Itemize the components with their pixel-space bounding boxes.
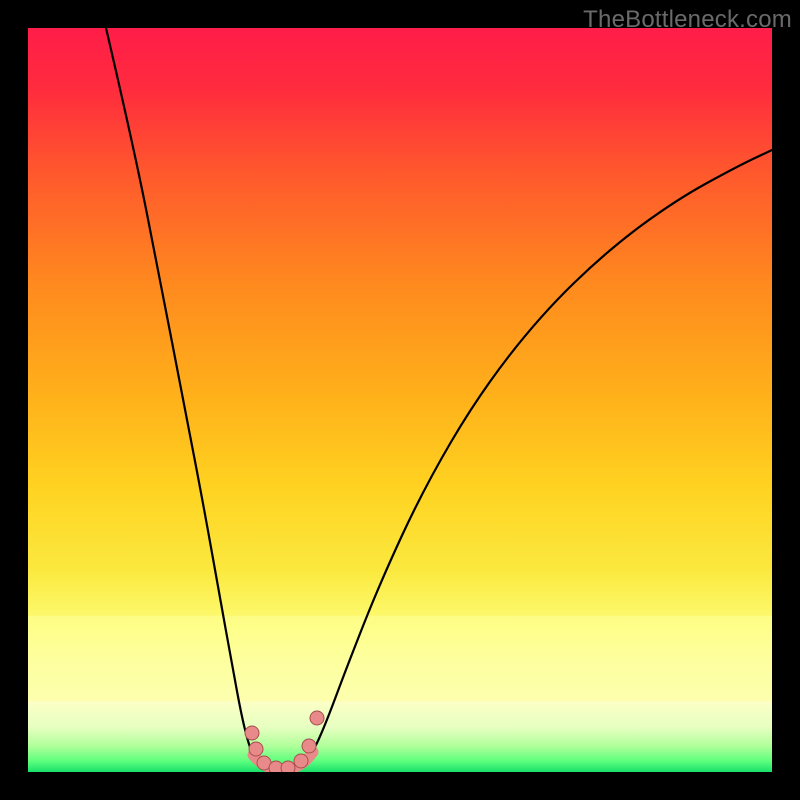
pale-band bbox=[28, 616, 772, 702]
chart-frame: TheBottleneck.com bbox=[0, 0, 800, 800]
valley-marker bbox=[249, 742, 263, 756]
watermark-text: TheBottleneck.com bbox=[583, 6, 792, 34]
valley-marker bbox=[310, 711, 324, 725]
valley-marker bbox=[245, 726, 259, 740]
valley-marker bbox=[294, 754, 308, 768]
chart-svg bbox=[28, 28, 772, 772]
valley-marker bbox=[281, 761, 295, 772]
plot-area bbox=[28, 28, 772, 772]
valley-marker bbox=[302, 739, 316, 753]
